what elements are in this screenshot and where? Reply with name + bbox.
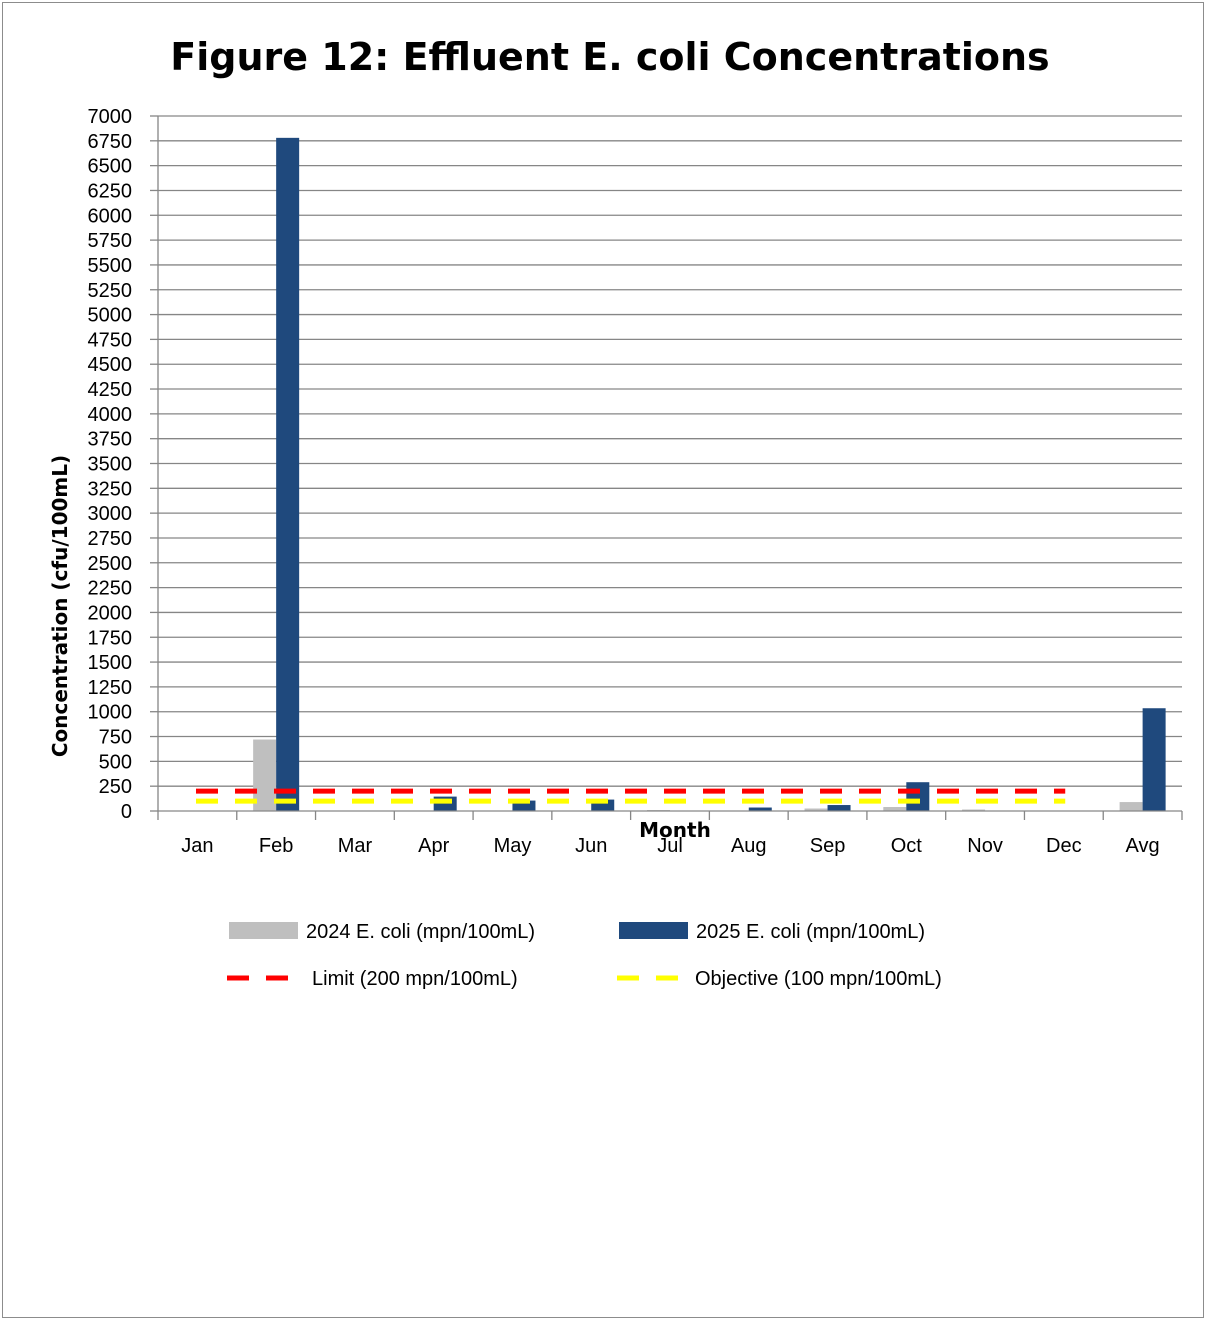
x-tick-label: Jan	[181, 835, 213, 857]
y-tick-label: 4000	[88, 404, 133, 426]
y-tick-label: 0	[121, 801, 132, 823]
bar-2025-sep	[827, 805, 851, 811]
chart-title: Figure 12: Effluent E. coli Concentratio…	[170, 35, 1049, 79]
y-tick-label: 6750	[88, 131, 133, 153]
x-tick-label: May	[494, 835, 532, 857]
legend-label-limit: Limit (200 mpn/100mL)	[312, 968, 518, 990]
y-tick-label: 500	[99, 751, 132, 773]
y-tick-label: 6000	[88, 205, 133, 227]
y-tick-label: 5000	[88, 305, 133, 327]
x-tick-label: Mar	[338, 835, 373, 857]
y-tick-label: 7000	[88, 106, 133, 128]
y-tick-label: 4750	[88, 329, 133, 351]
y-tick-label: 2250	[88, 578, 133, 600]
legend-swatch-2024	[229, 922, 298, 939]
legend-label-2024: 2024 E. coli (mpn/100mL)	[306, 921, 535, 943]
y-tick-label: 3750	[88, 429, 133, 451]
bar-2025-jun	[591, 799, 615, 811]
bar-2024-avg	[1119, 802, 1143, 811]
x-tick-label: Sep	[810, 835, 846, 857]
x-tick-label: Nov	[967, 835, 1003, 857]
y-tick-label: 3000	[88, 503, 133, 525]
bar-2024-oct	[883, 807, 907, 811]
legend-label-objective: Objective (100 mpn/100mL)	[695, 968, 942, 990]
x-tick-label: Feb	[259, 835, 293, 857]
y-tick-label: 250	[99, 776, 132, 798]
y-tick-label: 1500	[88, 652, 133, 674]
legend-swatch-2025	[619, 922, 688, 939]
legend: 2024 E. coli (mpn/100mL) 2025 E. coli (mp…	[227, 921, 942, 990]
y-tick-label: 2750	[88, 528, 133, 550]
y-tick-label: 3500	[88, 454, 133, 476]
y-tick-label: 5250	[88, 280, 133, 302]
y-tick-label: 5500	[88, 255, 133, 277]
y-tick-label: 1750	[88, 627, 133, 649]
x-tick-label: Dec	[1046, 835, 1082, 857]
y-tick-label: 5750	[88, 230, 133, 252]
y-tick-label: 3250	[88, 478, 133, 500]
y-tick-label: 4250	[88, 379, 133, 401]
y-tick-label: 4500	[88, 354, 133, 376]
y-tick-label: 2000	[88, 602, 133, 624]
y-tick-label: 1250	[88, 677, 133, 699]
x-axis-title: Month	[639, 818, 711, 842]
x-tick-label: Aug	[731, 835, 767, 857]
x-tick-label: Apr	[418, 835, 449, 857]
bar-2025-may	[512, 800, 536, 811]
x-tick-label: Oct	[891, 835, 923, 857]
x-tick-label: Avg	[1126, 835, 1160, 857]
y-tick-label: 1000	[88, 702, 133, 724]
bar-2025-feb	[276, 137, 300, 812]
x-tick-label: Jul	[657, 835, 683, 857]
bar-2024-sep	[804, 808, 828, 811]
legend-label-2025: 2025 E. coli (mpn/100mL)	[696, 921, 925, 943]
y-tick-label: 750	[99, 727, 132, 749]
bar-2025-oct	[906, 782, 930, 811]
bar-2024-feb	[253, 739, 277, 811]
x-tick-label: Jun	[575, 835, 607, 857]
bar-2024-nov	[962, 809, 986, 811]
bar-2025-avg	[1142, 708, 1166, 811]
y-tick-label: 6250	[88, 180, 133, 202]
y-tick-label: 6500	[88, 156, 133, 178]
y-axis-title: Concentration (cfu/100mL)	[48, 455, 72, 757]
bar-2025-aug	[748, 807, 772, 811]
y-tick-label: 2500	[88, 553, 133, 575]
